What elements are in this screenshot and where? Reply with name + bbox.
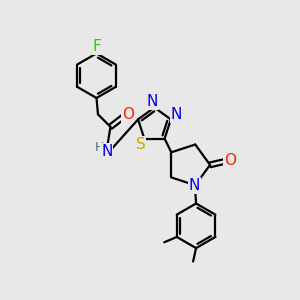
Text: H: H <box>94 141 104 154</box>
Text: O: O <box>224 153 236 168</box>
Text: N: N <box>146 94 158 109</box>
Text: F: F <box>92 39 101 54</box>
Text: O: O <box>122 107 134 122</box>
Text: N: N <box>170 107 182 122</box>
Text: S: S <box>136 136 146 152</box>
Text: N: N <box>101 144 112 159</box>
Text: N: N <box>189 178 200 193</box>
